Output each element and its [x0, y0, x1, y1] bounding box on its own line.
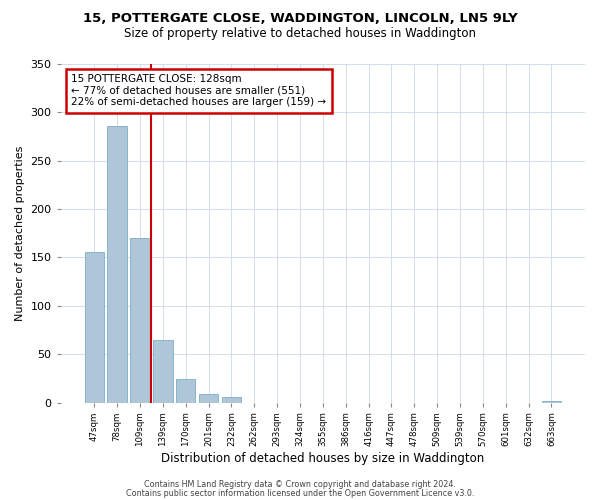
- Bar: [221, 396, 241, 402]
- Text: Contains HM Land Registry data © Crown copyright and database right 2024.: Contains HM Land Registry data © Crown c…: [144, 480, 456, 489]
- Text: Contains public sector information licensed under the Open Government Licence v3: Contains public sector information licen…: [126, 489, 474, 498]
- Text: 15, POTTERGATE CLOSE, WADDINGTON, LINCOLN, LN5 9LY: 15, POTTERGATE CLOSE, WADDINGTON, LINCOL…: [83, 12, 517, 26]
- Text: Size of property relative to detached houses in Waddington: Size of property relative to detached ho…: [124, 28, 476, 40]
- Bar: [153, 340, 173, 402]
- Y-axis label: Number of detached properties: Number of detached properties: [15, 146, 25, 321]
- X-axis label: Distribution of detached houses by size in Waddington: Distribution of detached houses by size …: [161, 452, 484, 465]
- Bar: [130, 238, 149, 402]
- Bar: [176, 380, 196, 402]
- Bar: [542, 400, 561, 402]
- Text: 15 POTTERGATE CLOSE: 128sqm
← 77% of detached houses are smaller (551)
22% of se: 15 POTTERGATE CLOSE: 128sqm ← 77% of det…: [71, 74, 326, 108]
- Bar: [107, 126, 127, 402]
- Bar: [85, 252, 104, 402]
- Bar: [199, 394, 218, 402]
